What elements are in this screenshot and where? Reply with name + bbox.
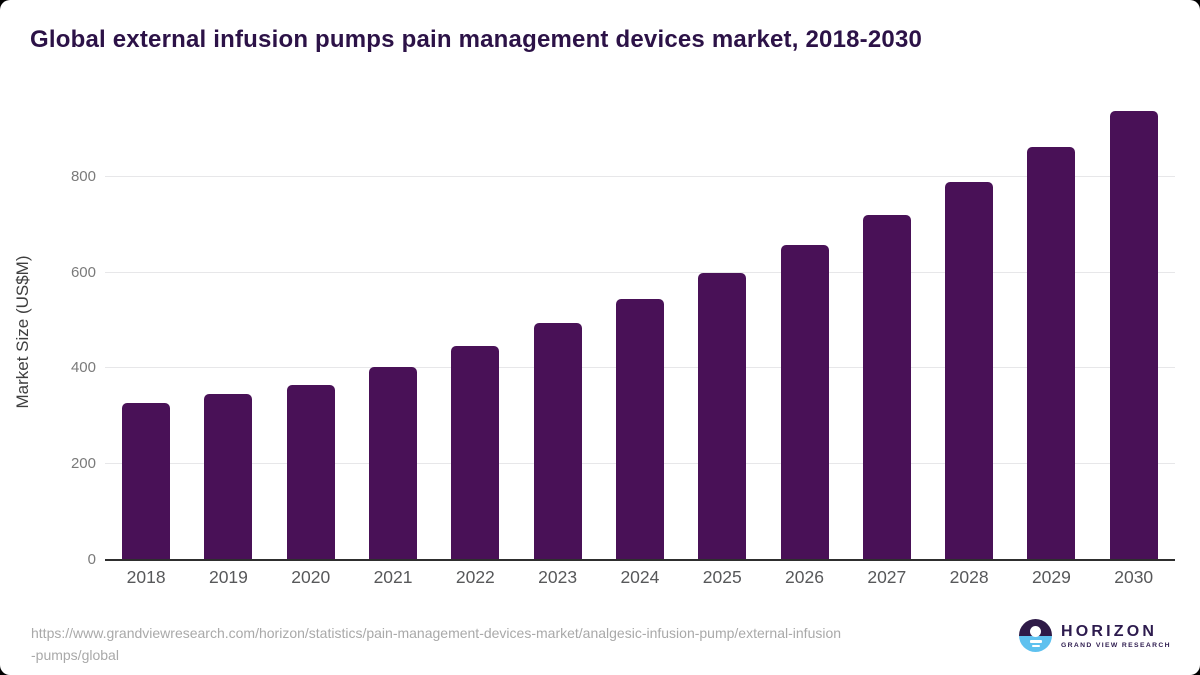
bar-2018 xyxy=(122,403,171,560)
bar-2025 xyxy=(698,272,747,560)
x-label-2020: 2020 xyxy=(291,567,331,587)
logo-sun-icon xyxy=(1030,626,1041,637)
bar-slot-2030 xyxy=(1093,100,1175,560)
x-axis-labels: 2018 2019 2020 2021 2022 2023 2024 2025 2026 2027… xyxy=(105,567,1175,593)
bar-2020 xyxy=(286,385,335,560)
bar-2021 xyxy=(369,366,418,560)
bar-slot-2024 xyxy=(599,100,681,560)
y-tick-0: 0 xyxy=(87,551,96,568)
y-tick-200: 200 xyxy=(70,455,96,473)
bar-slot-2023 xyxy=(516,100,598,560)
y-axis-ticks: 0 200 400 600 800 xyxy=(0,100,96,568)
bar-slot-2022 xyxy=(434,100,516,560)
x-label-2025: 2025 xyxy=(702,567,742,587)
x-label-2029: 2029 xyxy=(1031,567,1071,587)
bar-2027 xyxy=(862,214,911,560)
bar-slot-2029 xyxy=(1010,100,1092,560)
chart-title: Global external infusion pumps pain mana… xyxy=(30,26,923,53)
logo-reflection-line xyxy=(1031,644,1040,647)
bar-2019 xyxy=(204,394,253,560)
source-url: https://www.grandviewresearch.com/horizo… xyxy=(31,622,961,666)
bar-slot-2021 xyxy=(352,100,434,560)
x-label-2019: 2019 xyxy=(208,567,248,587)
bar-2028 xyxy=(945,182,994,560)
bar-slot-2019 xyxy=(187,100,269,560)
bar-slot-2025 xyxy=(681,100,763,560)
source-url-line-2: -pumps/global xyxy=(31,647,119,663)
y-tick-400: 400 xyxy=(70,359,96,377)
bar-series xyxy=(105,100,1175,560)
x-label-2022: 2022 xyxy=(455,567,495,587)
bar-2026 xyxy=(780,244,829,560)
bar-2022 xyxy=(451,345,500,560)
bar-slot-2018 xyxy=(105,100,187,560)
logo-company-name: GRAND VIEW RESEARCH xyxy=(1061,641,1171,649)
bar-slot-2026 xyxy=(763,100,845,560)
x-label-2021: 2021 xyxy=(373,567,413,587)
x-label-2026: 2026 xyxy=(785,567,824,587)
x-label-2024: 2024 xyxy=(620,567,660,587)
logo-brand-name: HORIZON xyxy=(1061,622,1158,640)
x-label-2023: 2023 xyxy=(538,567,578,587)
y-tick-600: 600 xyxy=(70,263,96,281)
x-axis-line xyxy=(105,559,1175,561)
bar-2029 xyxy=(1027,147,1076,560)
source-url-line-1: https://www.grandviewresearch.com/horizo… xyxy=(31,625,842,641)
bar-slot-2020 xyxy=(270,100,352,560)
bar-2023 xyxy=(533,322,582,560)
gridline-600 xyxy=(105,271,1175,273)
y-tick-800: 800 xyxy=(70,167,96,185)
horizon-logo: HORIZON GRAND VIEW RESEARCH xyxy=(1019,619,1171,652)
x-label-2028: 2028 xyxy=(949,567,989,587)
bar-2024 xyxy=(615,299,664,560)
x-label-2027: 2027 xyxy=(867,567,907,587)
horizon-logo-text: HORIZON GRAND VIEW RESEARCH xyxy=(1061,623,1171,649)
bar-2030 xyxy=(1109,111,1158,560)
horizon-logo-icon xyxy=(1019,619,1052,652)
x-label-2018: 2018 xyxy=(126,567,166,587)
x-label-2030: 2030 xyxy=(1114,567,1154,587)
gridline-800 xyxy=(105,175,1175,177)
logo-reflection-line xyxy=(1029,640,1042,643)
bar-slot-2028 xyxy=(928,100,1010,560)
bar-slot-2027 xyxy=(846,100,928,560)
